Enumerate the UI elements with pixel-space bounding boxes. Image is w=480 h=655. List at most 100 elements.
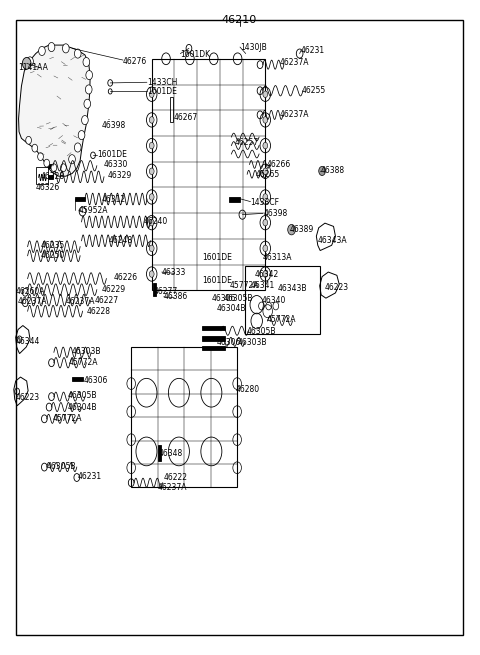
Text: 46326: 46326 [36, 183, 60, 193]
Text: 46306: 46306 [84, 377, 108, 386]
Text: 46340: 46340 [262, 295, 286, 305]
Bar [48, 164, 53, 168]
Text: 46304B: 46304B [67, 403, 97, 411]
Text: 46223: 46223 [16, 394, 40, 402]
Text: 46313A: 46313A [263, 253, 292, 262]
Circle shape [23, 58, 31, 69]
Text: 46235: 46235 [40, 241, 65, 250]
Bar [202, 336, 225, 341]
Circle shape [288, 225, 295, 235]
Circle shape [263, 91, 268, 98]
Text: 45772A: 45772A [53, 415, 83, 423]
Text: 46386: 46386 [164, 292, 188, 301]
Bar [245, 265, 320, 334]
Text: 46276: 46276 [123, 57, 147, 66]
Text: 46250: 46250 [40, 251, 65, 259]
Circle shape [263, 194, 268, 200]
Text: 46210: 46210 [222, 14, 257, 25]
Text: 46388: 46388 [320, 166, 344, 176]
Text: 46303B: 46303B [238, 338, 267, 347]
Text: 1601DE: 1601DE [202, 276, 232, 285]
Text: 46341: 46341 [251, 280, 275, 290]
Text: 45772A: 45772A [68, 358, 98, 367]
Circle shape [27, 57, 34, 66]
Bar [202, 346, 225, 350]
Circle shape [48, 43, 55, 52]
Text: 46237A: 46237A [280, 110, 309, 119]
Text: 46267: 46267 [173, 113, 197, 122]
Text: 46266: 46266 [267, 160, 291, 169]
Circle shape [263, 245, 268, 252]
Circle shape [74, 143, 81, 152]
Text: 46342: 46342 [254, 269, 278, 278]
Text: 1601DE: 1601DE [202, 253, 232, 262]
Text: 46257: 46257 [234, 138, 259, 147]
Text: 46398: 46398 [264, 209, 288, 218]
Text: 46265: 46265 [255, 170, 279, 179]
Text: 46348: 46348 [159, 449, 183, 458]
Text: 46305B: 46305B [223, 293, 253, 303]
Circle shape [51, 164, 57, 172]
Text: 46305B: 46305B [246, 327, 276, 336]
Bar [131, 347, 237, 487]
Circle shape [149, 91, 154, 98]
Text: 46228: 46228 [86, 307, 110, 316]
Circle shape [85, 85, 92, 94]
Bar [158, 445, 161, 461]
Text: 46330: 46330 [104, 160, 128, 169]
Circle shape [78, 130, 85, 140]
Text: 1433CH: 1433CH [147, 78, 177, 86]
Text: 46231: 46231 [301, 46, 325, 55]
Text: 46237A: 46237A [17, 297, 47, 306]
Text: 46329: 46329 [108, 171, 132, 180]
Text: 46237A: 46237A [66, 297, 96, 306]
Text: 46226: 46226 [114, 273, 138, 282]
Circle shape [149, 142, 154, 149]
Text: 46277: 46277 [154, 287, 179, 296]
Circle shape [263, 219, 268, 226]
Text: 46229: 46229 [102, 284, 126, 293]
Circle shape [149, 271, 154, 277]
Circle shape [82, 115, 88, 124]
Text: 46389: 46389 [289, 225, 314, 234]
Circle shape [319, 166, 325, 176]
Text: 1601DK: 1601DK [180, 50, 210, 59]
Bar [228, 197, 240, 202]
Circle shape [37, 153, 43, 160]
Text: 1433CF: 1433CF [251, 198, 279, 207]
Circle shape [149, 219, 154, 226]
Bar [153, 283, 156, 296]
Text: 46305B: 46305B [67, 392, 97, 400]
Text: 45952A: 45952A [79, 206, 108, 215]
Text: 46255: 46255 [302, 86, 326, 94]
Text: 46237A: 46237A [158, 483, 187, 493]
Circle shape [44, 159, 49, 167]
Text: 46398: 46398 [102, 121, 126, 130]
Bar [170, 97, 173, 122]
Circle shape [26, 136, 32, 144]
Text: 46260A: 46260A [16, 287, 45, 296]
Circle shape [32, 144, 37, 152]
Circle shape [263, 168, 268, 174]
Text: 46305B: 46305B [47, 462, 76, 471]
Text: 46231: 46231 [78, 472, 102, 481]
Circle shape [60, 164, 66, 172]
Text: 46248: 46248 [109, 236, 133, 244]
Text: 1601DE: 1601DE [97, 149, 127, 159]
Bar [72, 377, 83, 381]
Text: 45772A: 45772A [267, 315, 296, 324]
Text: 46328: 46328 [40, 172, 65, 181]
Text: 46227: 46227 [95, 295, 119, 305]
Circle shape [263, 117, 268, 123]
Text: 46280: 46280 [235, 385, 259, 394]
Text: 46312: 46312 [102, 195, 126, 204]
Text: 46223: 46223 [325, 282, 349, 291]
Text: 46304B: 46304B [217, 304, 247, 313]
Bar [75, 197, 85, 201]
Circle shape [149, 168, 154, 174]
Circle shape [62, 44, 69, 53]
Circle shape [149, 117, 154, 123]
Circle shape [69, 155, 75, 164]
Text: 46343B: 46343B [277, 284, 307, 293]
Circle shape [149, 194, 154, 200]
